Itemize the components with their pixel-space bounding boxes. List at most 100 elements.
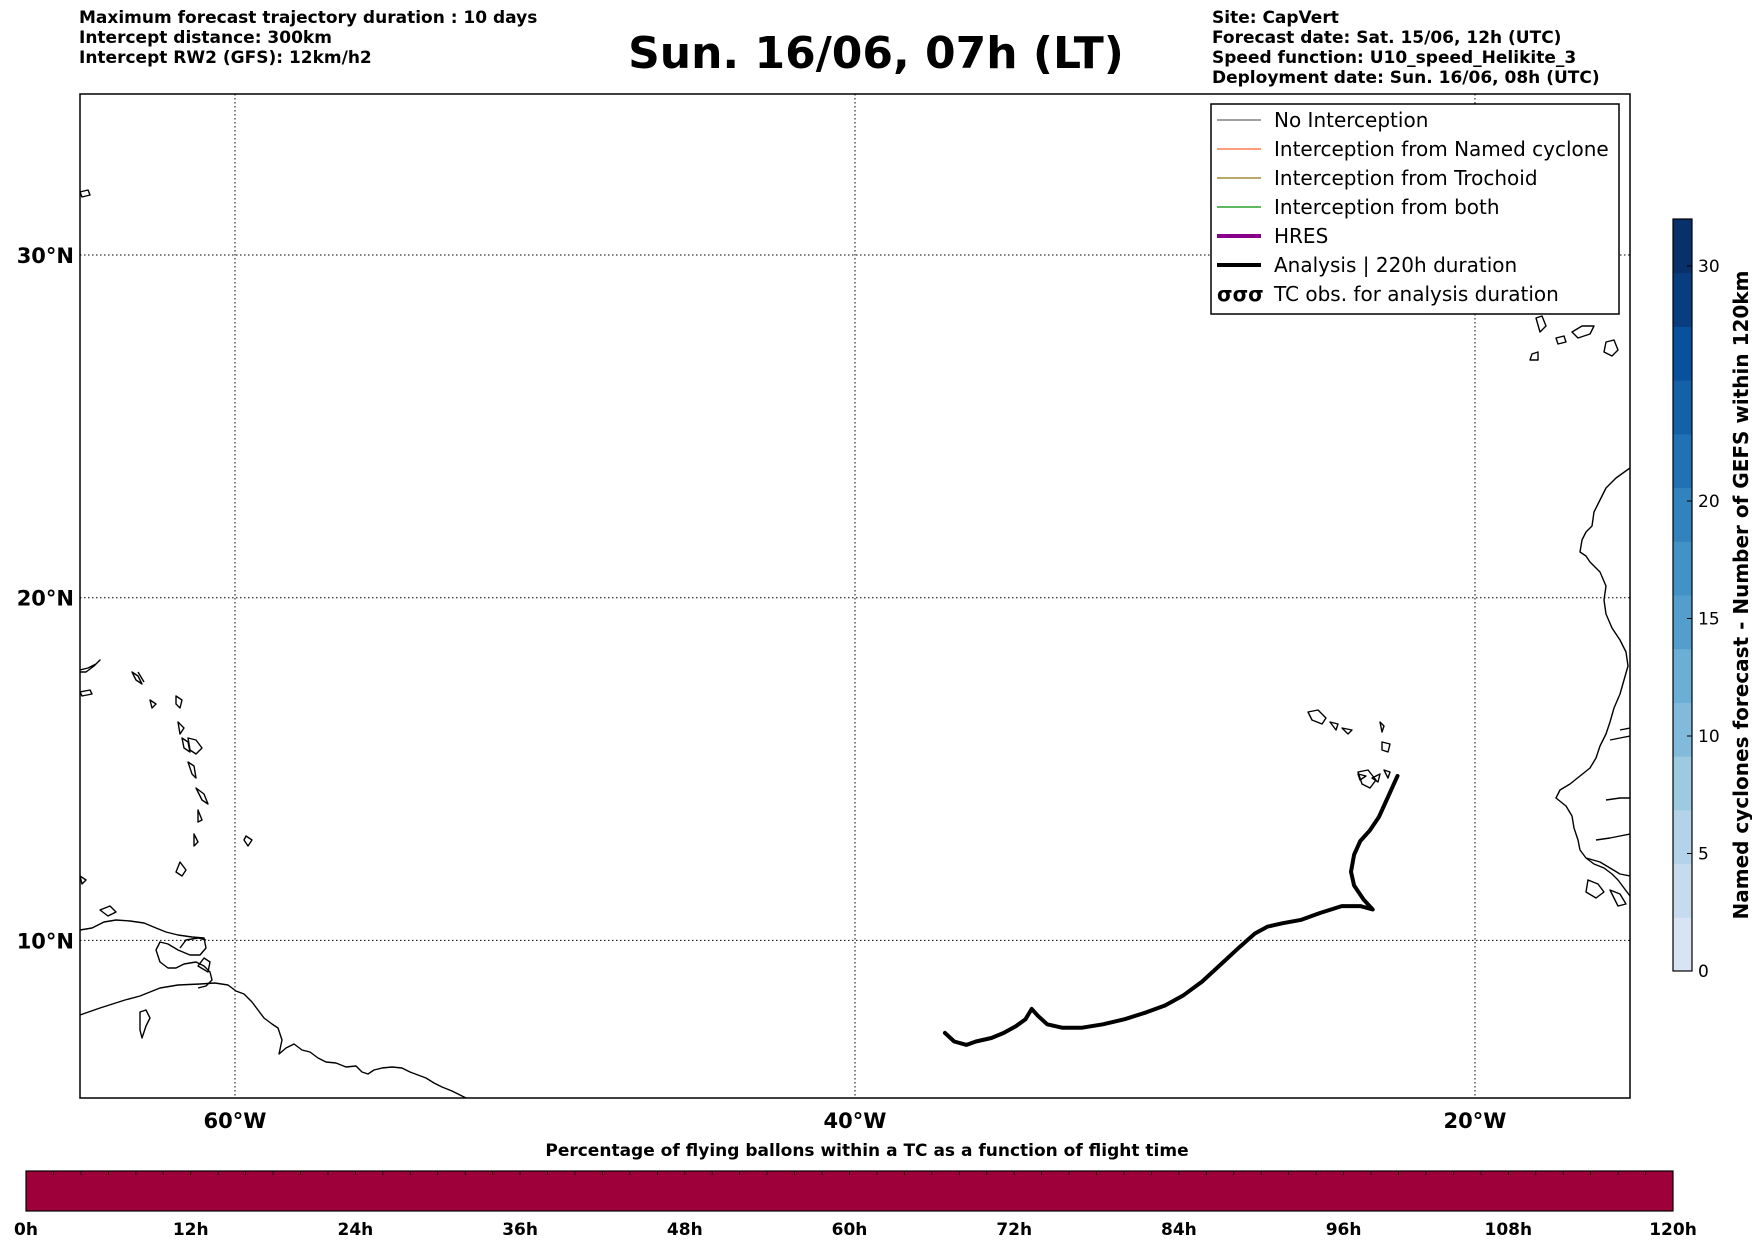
island-martinique xyxy=(195,787,209,805)
island-antilles-2 xyxy=(149,699,157,709)
coastline-sierra xyxy=(1609,889,1627,907)
intercept-rw2-text: Intercept RW2 (GFS): 12km/h2 xyxy=(79,48,372,68)
flight-tick-label: 108h xyxy=(1485,1220,1533,1240)
legend-label: No Interception xyxy=(1274,108,1428,132)
header-left: Maximum forecast trajectory duration : 1… xyxy=(79,8,537,68)
flight-tick-label: 48h xyxy=(667,1220,703,1240)
coastline-gulf xyxy=(179,937,207,949)
legend-label: Interception from both xyxy=(1274,195,1500,219)
lat-label: 20°N xyxy=(17,587,74,611)
flight-tick-label: 84h xyxy=(1161,1220,1197,1240)
colorbar-label: Named cyclones forecast - Number of GEFS… xyxy=(1729,271,1752,920)
island-bermuda xyxy=(80,189,91,198)
island-tenerife xyxy=(1555,335,1567,345)
coastline-bissagos xyxy=(1585,879,1605,899)
colorbar-segment xyxy=(1673,380,1692,435)
island-barbados xyxy=(243,835,253,847)
island-st-vincent xyxy=(193,833,199,847)
island-pr xyxy=(80,689,93,697)
colorbar-segment xyxy=(1673,487,1692,542)
colorbar-tick-label: 0 xyxy=(1698,962,1709,982)
island-curacao xyxy=(99,905,117,917)
colorbar-segment xyxy=(1673,648,1692,703)
page-title: Sun. 16/06, 07h (LT) xyxy=(628,28,1124,79)
lat-label: 30°N xyxy=(17,244,74,268)
flight-tick-label: 96h xyxy=(1326,1220,1362,1240)
flight-bar-tick-labels: 0h 12h 24h 36h 48h 60h 72h 84h 96h 108h 120h xyxy=(14,1220,1697,1240)
flight-tick-label: 72h xyxy=(996,1220,1032,1240)
legend-entry: Analysis | 220h duration xyxy=(1217,253,1517,277)
legend: No Interception Interception from Named c… xyxy=(1210,103,1620,315)
legend-label: Interception from Named cyclone xyxy=(1274,137,1609,161)
colorbar-ticks: 0 5 10 15 20 30 xyxy=(1687,257,1720,982)
legend-label: TC obs. for analysis duration xyxy=(1273,282,1559,306)
flight-tick-label: 36h xyxy=(502,1220,538,1240)
flight-tick-label: 24h xyxy=(338,1220,374,1240)
flight-tick-label: 12h xyxy=(173,1220,209,1240)
island-dominica xyxy=(187,761,197,779)
colorbar-segment xyxy=(1673,863,1692,918)
map-frame xyxy=(79,93,1631,1099)
latitude-labels: 30°N 20°N 10°N xyxy=(17,244,74,953)
colorbar-segment xyxy=(1673,595,1692,650)
island-brava xyxy=(1371,773,1381,783)
island-guadeloupe xyxy=(187,737,203,755)
legend-box xyxy=(1210,103,1620,315)
island-sao-vicente xyxy=(1329,721,1339,731)
island-sao-nicolau xyxy=(1341,727,1353,735)
legend-entry: Interception from Named cyclone xyxy=(1217,137,1609,161)
island-antilles-5 xyxy=(181,737,191,753)
island-gran-canaria xyxy=(1603,339,1619,357)
longitude-labels: 60°W 40°W 20°W xyxy=(204,1109,1507,1133)
coastline-hispaniola xyxy=(80,659,101,673)
deployment-date-text: Deployment date: Sun. 16/06, 08h (UTC) xyxy=(1212,68,1600,88)
tc-symbol-icon: σσσ xyxy=(1217,282,1264,306)
island-st-lucia xyxy=(197,809,203,823)
coastline-guinea-b xyxy=(1595,833,1630,841)
flight-tick-label: 120h xyxy=(1649,1220,1697,1240)
flight-tick-label: 0h xyxy=(14,1220,38,1240)
island-small xyxy=(139,1009,151,1039)
flight-bar-fill xyxy=(25,1170,1674,1212)
legend-label: Interception from Trochoid xyxy=(1274,166,1538,190)
island-antilles-3 xyxy=(175,695,183,709)
lat-label: 10°N xyxy=(17,929,74,953)
legend-entry: Interception from Trochoid xyxy=(1217,166,1538,190)
flight-bar-title: Percentage of flying ballons within a TC… xyxy=(545,1141,1188,1161)
intercept-distance-text: Intercept distance: 300km xyxy=(79,28,332,48)
legend-label: Analysis | 220h duration xyxy=(1274,253,1517,277)
colorbar-segment xyxy=(1673,541,1692,596)
colorbar-segments xyxy=(1673,219,1692,972)
colorbar-tick-label: 15 xyxy=(1698,610,1720,630)
island-antilles-1 xyxy=(131,671,143,685)
legend-entry: σσσ TC obs. for analysis duration xyxy=(1217,282,1559,306)
island-fuerteventura xyxy=(1571,325,1595,339)
island-boa-vista xyxy=(1381,741,1391,753)
lon-label: 40°W xyxy=(824,1109,887,1133)
coastline-casamance xyxy=(1605,797,1630,801)
island-antilles-4 xyxy=(177,721,185,735)
graticule xyxy=(80,94,1630,1098)
coastline-gambia xyxy=(1619,727,1630,731)
colorbar-tick-label: 10 xyxy=(1698,727,1720,747)
header-right: Site: CapVert Forecast date: Sat. 15/06,… xyxy=(1212,8,1600,88)
forecast-date-text: Forecast date: Sat. 15/06, 12h (UTC) xyxy=(1212,28,1562,48)
colorbar-frame xyxy=(1672,218,1693,972)
analysis-trajectory xyxy=(942,773,1400,1047)
lon-label: 60°W xyxy=(204,1109,267,1133)
island-antilles-6 xyxy=(137,671,145,683)
island-sal xyxy=(1379,721,1385,733)
legend-label: HRES xyxy=(1274,224,1328,248)
colorbar-segment xyxy=(1673,756,1692,811)
colorbar-segment xyxy=(1673,326,1692,381)
colorbar-segment xyxy=(1673,272,1692,327)
island-lanzarote xyxy=(1535,315,1547,333)
colorbar-tick-label: 5 xyxy=(1698,845,1709,865)
island-santiago xyxy=(1357,769,1377,789)
legend-entry: Interception from both xyxy=(1217,195,1500,219)
coastline-guinea xyxy=(1585,857,1630,877)
colorbar-segment xyxy=(1673,917,1692,972)
colorbar-segment xyxy=(1673,809,1692,865)
flight-time-bar: Percentage of flying ballons within a TC… xyxy=(14,1141,1697,1240)
